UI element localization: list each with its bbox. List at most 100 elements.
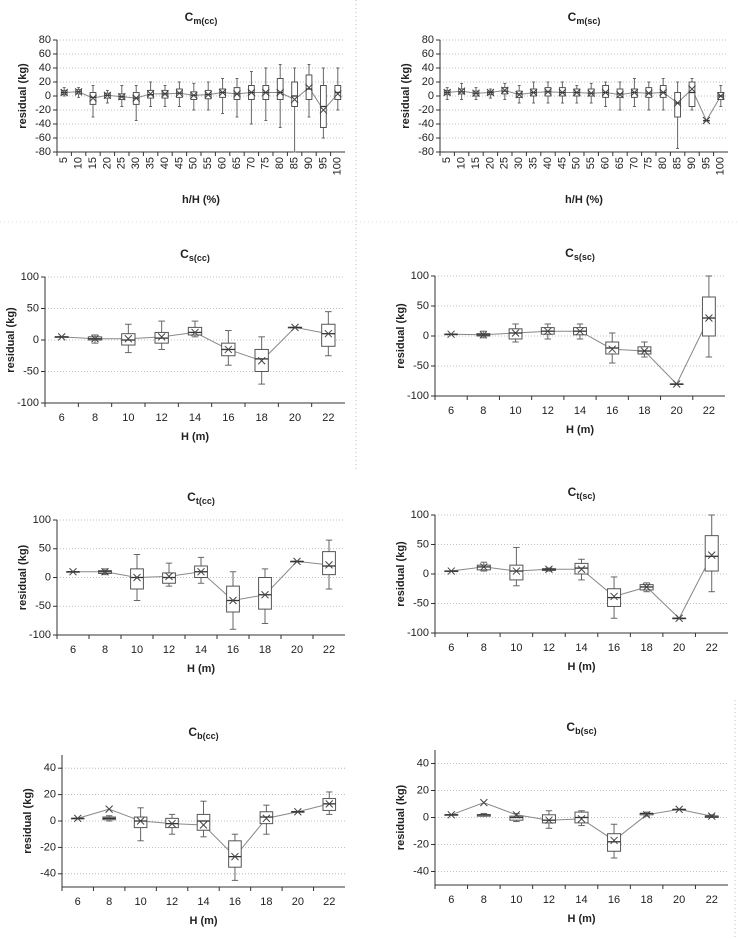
y-tick-label: 50 [417, 300, 429, 312]
x-tick-label: 18 [260, 896, 272, 908]
box [508, 328, 523, 340]
y-tick-label: 50 [417, 538, 429, 550]
box-plot [508, 323, 523, 343]
mean-marker [577, 814, 586, 823]
title-sub: t(sc) [576, 491, 595, 501]
y-tick-label: -60 [418, 132, 434, 144]
box-plot [60, 87, 69, 97]
chart-title: Ct(cc) [187, 490, 215, 506]
x-tick-label: 55 [202, 157, 214, 169]
x-tick-label: 8 [481, 642, 487, 654]
x-tick-label: 8 [106, 896, 112, 908]
box-plot [529, 81, 538, 104]
y-tick-label: -40 [40, 868, 56, 880]
mean-marker [136, 817, 145, 825]
mean-marker [688, 85, 696, 93]
mean-marker [325, 799, 334, 808]
x-tick-label: 95 [317, 157, 329, 169]
box-plot [70, 814, 85, 823]
box-plot [66, 567, 80, 576]
x-tick-label: 20 [291, 644, 303, 656]
x-tick-label: 85 [289, 157, 301, 169]
title-sub: m(cc) [193, 16, 217, 26]
box [607, 833, 622, 852]
box [541, 814, 556, 824]
mean-marker [616, 90, 624, 99]
box-plot [540, 323, 555, 340]
mean-marker [189, 91, 198, 100]
y-tick-label: 40 [44, 762, 56, 774]
y-tick-label: -100 [407, 627, 429, 639]
box-plot [644, 81, 653, 111]
chart-title: Cs(sc) [565, 246, 595, 262]
mean-marker [447, 810, 456, 819]
box-plot [87, 334, 103, 344]
box-plot [276, 64, 285, 128]
box-plot [476, 561, 491, 572]
mean-marker [261, 590, 269, 599]
box [602, 85, 609, 98]
y-tick-label: 100 [21, 271, 39, 283]
mean-marker [276, 88, 285, 97]
x-tick-label: 12 [163, 644, 175, 656]
x-tick-label: 12 [156, 412, 168, 424]
title-main: C [568, 485, 577, 499]
box [130, 568, 144, 590]
mean-marker [60, 88, 69, 97]
mean-marker [57, 332, 66, 341]
box-plot [639, 582, 654, 593]
mean-marker [601, 88, 610, 97]
box-plot [702, 116, 711, 125]
box-plot [98, 567, 112, 576]
box-plot [146, 81, 155, 107]
mean-marker [233, 90, 241, 98]
box [322, 551, 336, 576]
y-axis-label: residual (kg) [395, 784, 407, 850]
x-tick-label: 10 [509, 405, 521, 417]
title-sub: b(sc) [575, 726, 597, 736]
mean-marker [168, 819, 176, 828]
mean-marker [91, 334, 99, 343]
y-tick-label: -20 [413, 838, 429, 850]
box [226, 585, 240, 613]
mean-marker [545, 816, 553, 825]
mean-marker [204, 90, 213, 99]
x-tick-label: 25 [116, 157, 128, 169]
box-plot [103, 89, 112, 104]
box [704, 535, 719, 572]
x-tick-label: 12 [542, 405, 554, 417]
box [509, 564, 524, 581]
box [196, 813, 211, 831]
x-tick-label: 14 [575, 894, 587, 906]
box [616, 88, 624, 98]
box-plot [672, 805, 687, 814]
y-tick-label: 100 [411, 509, 429, 521]
box-plot [321, 311, 336, 357]
y-tick-label: 80 [422, 34, 434, 46]
box-plot [688, 78, 696, 111]
box-plot [558, 81, 567, 104]
box-plot [716, 85, 725, 107]
box-plot [637, 341, 652, 358]
x-tick-label: 6 [75, 896, 81, 908]
y-tick-label: 100 [411, 270, 429, 282]
box-plot [605, 332, 620, 364]
mean-marker [74, 87, 83, 96]
box-plot [701, 275, 716, 358]
x-tick-label: 16 [222, 412, 234, 424]
mean-marker [132, 94, 141, 102]
x-tick-label: 10 [73, 157, 85, 169]
box-plot [132, 85, 141, 121]
chart-title: Cm(cc) [185, 10, 218, 26]
box-plot [672, 614, 687, 623]
box-plot [204, 81, 213, 111]
box-plot [221, 330, 236, 366]
x-tick-label: 22 [323, 896, 335, 908]
x-tick-label: 50 [571, 157, 583, 169]
box-plot [574, 558, 589, 581]
box-plot [194, 556, 208, 584]
mean-marker [512, 810, 521, 819]
box [228, 840, 242, 868]
x-tick-label: 40 [159, 157, 171, 169]
